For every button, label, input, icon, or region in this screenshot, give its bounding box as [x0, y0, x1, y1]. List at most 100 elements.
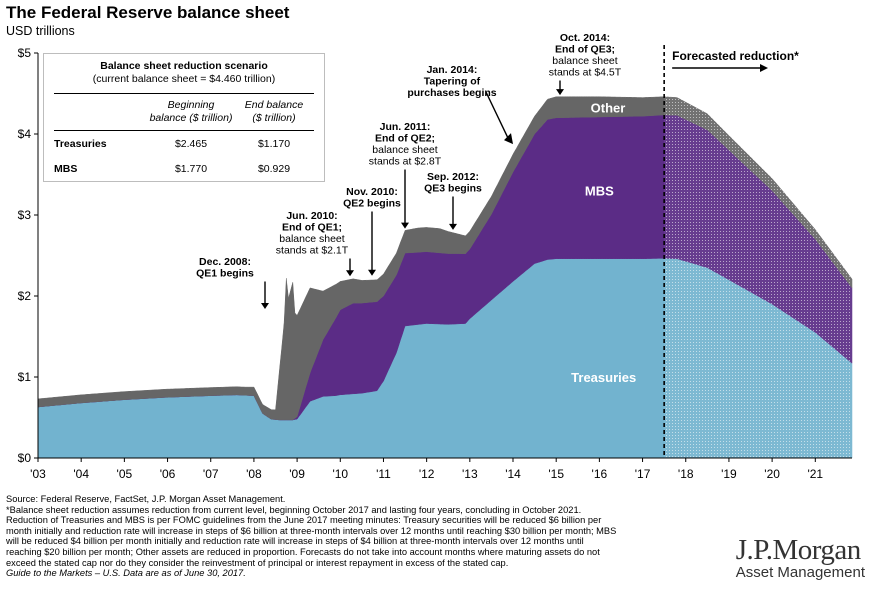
jpmorgan-logo: J.P.Morgan Asset Management [736, 535, 865, 581]
x-tick-label: '20 [764, 467, 780, 481]
forecast-shading [664, 53, 852, 458]
x-tick-label: '16 [592, 467, 608, 481]
scenario-subtitle: (current balance sheet = $4.460 trillion… [92, 73, 276, 85]
annotation-text: purchases begins [407, 87, 496, 99]
x-tick-label: '19 [721, 467, 737, 481]
row-label-mbs: MBS [54, 163, 78, 175]
annotation-text: balance sheet [279, 233, 344, 245]
annotation-text: balance sheet [552, 55, 617, 67]
y-tick-label: $4 [18, 127, 32, 141]
footnote-line: will be reduced $4 billion per month ini… [6, 536, 584, 547]
scenario-table: Balance sheet reduction scenario (curren… [43, 53, 325, 182]
treasuries-begin-value: $2.465 [174, 138, 208, 150]
x-tick-label: '09 [289, 467, 305, 481]
forecast-tint [664, 53, 852, 458]
annotation-text: stands at $2.1T [276, 245, 349, 257]
y-tick-label: $2 [18, 289, 32, 303]
x-tick-label: '11 [376, 467, 391, 481]
chart-title: The Federal Reserve balance sheet [6, 3, 290, 22]
annotation-text: End of QE1; [282, 222, 342, 234]
x-tick-label: '12 [419, 467, 435, 481]
annotation-callout: Sep. 2012:QE3 begins [424, 171, 482, 230]
annotation-text: Jun. 2011: [380, 121, 431, 133]
annotation-text: balance sheet [372, 144, 437, 156]
annotation-callout: Dec. 2008:QE1 begins [196, 256, 269, 310]
row-label-treasuries: Treasuries [54, 138, 107, 150]
footnote-line: *Balance sheet reduction assumes reducti… [6, 504, 582, 515]
x-tick-label: '15 [548, 467, 564, 481]
annotation-arrow [485, 91, 510, 141]
annotation-text: QE3 begins [424, 183, 482, 195]
annotation-arrowhead [401, 222, 409, 229]
chart-subtitle: USD trillions [6, 24, 75, 38]
footnote-line: reaching $20 billion per month; Other as… [6, 546, 600, 557]
annotation-text: Dec. 2008: [199, 256, 251, 268]
annotation-callout: Jun. 2010:End of QE1;balance sheetstands… [276, 210, 354, 277]
x-tick-label: '13 [462, 467, 478, 481]
annotation-arrowhead [449, 223, 457, 230]
x-tick-label: '17 [635, 467, 651, 481]
annotation-arrowhead [556, 89, 564, 96]
annotation-text: Tapering of [424, 76, 481, 88]
x-tick-label: '08 [246, 467, 262, 481]
forecast-arrowhead [760, 64, 768, 72]
footnote-line: month initially and reduction rate will … [6, 525, 617, 536]
y-tick-label: $0 [18, 451, 32, 465]
guide-note: Guide to the Markets – U.S. Data are as … [6, 568, 246, 579]
x-tick-label: '06 [160, 467, 176, 481]
x-tick-label: '03 [30, 467, 46, 481]
annotation-text: Jan. 2014: [427, 64, 478, 76]
annotation-arrowhead [346, 270, 354, 277]
annotation-arrowhead [261, 303, 269, 310]
y-tick-label: $1 [18, 370, 32, 384]
column-header-line: Beginning [167, 99, 215, 111]
x-tick-label: '05 [117, 467, 133, 481]
footnotes: Source: Federal Reserve, FactSet, J.P. M… [6, 494, 706, 579]
fed-balance-sheet-chart: Forecasted reduction* $0 $1 $2 $3 $4 $5 '03 '04… [18, 32, 853, 481]
annotation-callout: Nov. 2010:QE2 begins [343, 186, 401, 276]
annotation-text: Sep. 2012: [427, 171, 479, 183]
area-label-other: Other [591, 100, 626, 115]
column-header-line: End balance [244, 99, 304, 111]
footnote-line: Source: Federal Reserve, FactSet, J.P. M… [6, 494, 286, 504]
x-tick-label: '10 [332, 467, 348, 481]
mbs-end-value: $0.929 [257, 163, 291, 175]
x-tick-label: '14 [505, 467, 521, 481]
footnote-line: exceed the stated cap nor do they consid… [6, 557, 509, 568]
annotation-text: Oct. 2014: [560, 32, 610, 44]
forecast-label: Forecasted reduction* [672, 49, 799, 63]
annotation-text: QE2 begins [343, 198, 401, 210]
annotation-text: End of QE3; [555, 44, 615, 56]
footnote-line: Reduction of Treasuries and MBS is per F… [6, 515, 602, 526]
column-header-beginning: Beginning balance ($ trillion) [136, 99, 246, 125]
mbs-begin-value: $1.770 [174, 163, 208, 175]
x-tick-label: '18 [678, 467, 694, 481]
annotation-text: stands at $4.5T [549, 67, 622, 79]
y-tick-label: $5 [18, 46, 32, 60]
annotation-text: stands at $2.8T [369, 156, 442, 168]
x-tick-label: '07 [203, 467, 219, 481]
annotation-text: End of QE2; [375, 133, 435, 145]
annotation-callout: Oct. 2014:End of QE3;balance sheetstands… [549, 32, 622, 96]
annotation-arrowhead [368, 269, 376, 276]
column-header-end: End balance ($ trillion) [234, 99, 314, 125]
annotation-arrowhead [504, 133, 513, 145]
treasuries-end-value: $1.170 [257, 138, 291, 150]
column-header-line: ($ trillion) [252, 112, 296, 124]
table-rule [54, 130, 314, 131]
logo-wordmark: J.P.Morgan [735, 534, 862, 566]
annotation-text: Nov. 2010: [346, 186, 398, 198]
area-label-treasuries: Treasuries [571, 370, 636, 385]
annotation-callout: Jun. 2011:End of QE2;balance sheetstands… [369, 121, 442, 229]
scenario-title: Balance sheet reduction scenario [100, 60, 268, 72]
table-rule [54, 93, 314, 94]
x-tick-label: '04 [73, 467, 89, 481]
annotation-text: QE1 begins [196, 268, 254, 280]
x-tick-label: '21 [807, 467, 823, 481]
column-header-line: balance ($ trillion) [149, 112, 233, 124]
annotation-text: Jun. 2010: [286, 210, 337, 222]
area-label-mbs: MBS [585, 184, 614, 199]
logo-tagline: Asset Management [735, 564, 865, 581]
y-tick-label: $3 [18, 208, 32, 222]
